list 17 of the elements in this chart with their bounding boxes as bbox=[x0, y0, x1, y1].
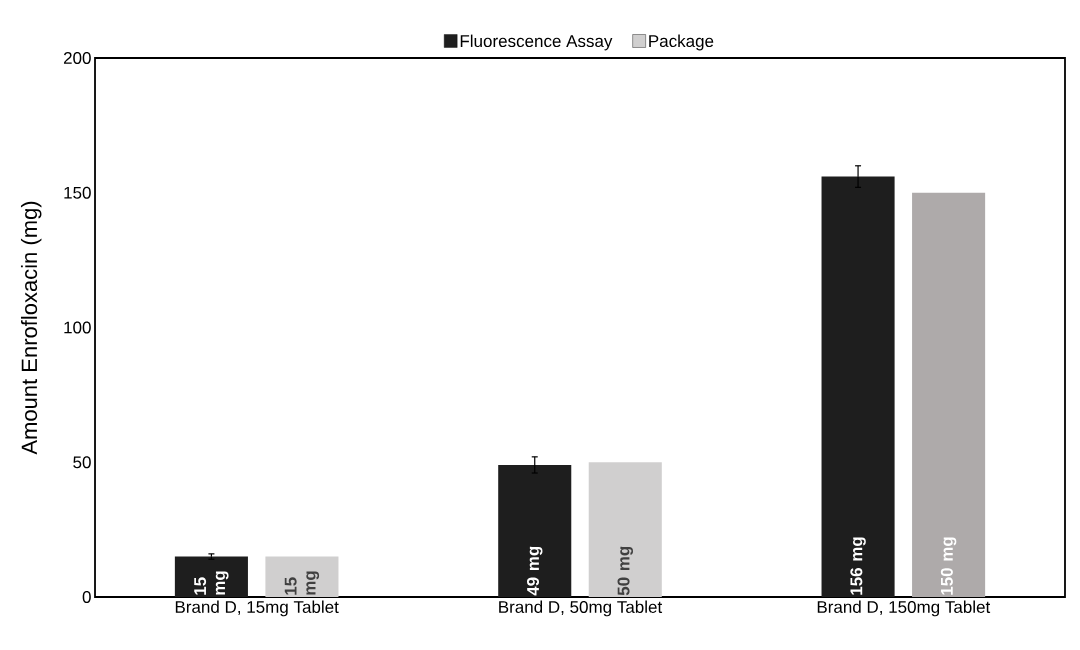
data-label: 15 mg bbox=[194, 571, 229, 595]
x-tick-label: Brand D, 150mg Tablet bbox=[817, 600, 991, 617]
y-tick-label: 150 bbox=[64, 186, 91, 199]
y-tick-label: 100 bbox=[64, 321, 91, 334]
data-label: 49 mg bbox=[527, 546, 543, 596]
data-label: 156 mg bbox=[850, 537, 866, 595]
y-tick-label: 200 bbox=[63, 51, 91, 65]
y-tick-label: 50 bbox=[73, 456, 91, 469]
data-label: 150 mg bbox=[940, 537, 957, 595]
legend-label: Package bbox=[649, 34, 714, 51]
data-label: 50 mg bbox=[617, 546, 634, 596]
x-tick-label: Brand D, 50mg Tablet bbox=[499, 600, 663, 617]
y-tick-label: 0 bbox=[82, 590, 91, 604]
y-axis-title: Amount Enrofloxacin (mg) bbox=[20, 201, 42, 455]
x-tick-label: Brand D, 15mg Tablet bbox=[175, 600, 339, 617]
legend-label: Fluorescence Assay bbox=[460, 34, 613, 51]
data-label: 15 mg bbox=[284, 571, 320, 595]
